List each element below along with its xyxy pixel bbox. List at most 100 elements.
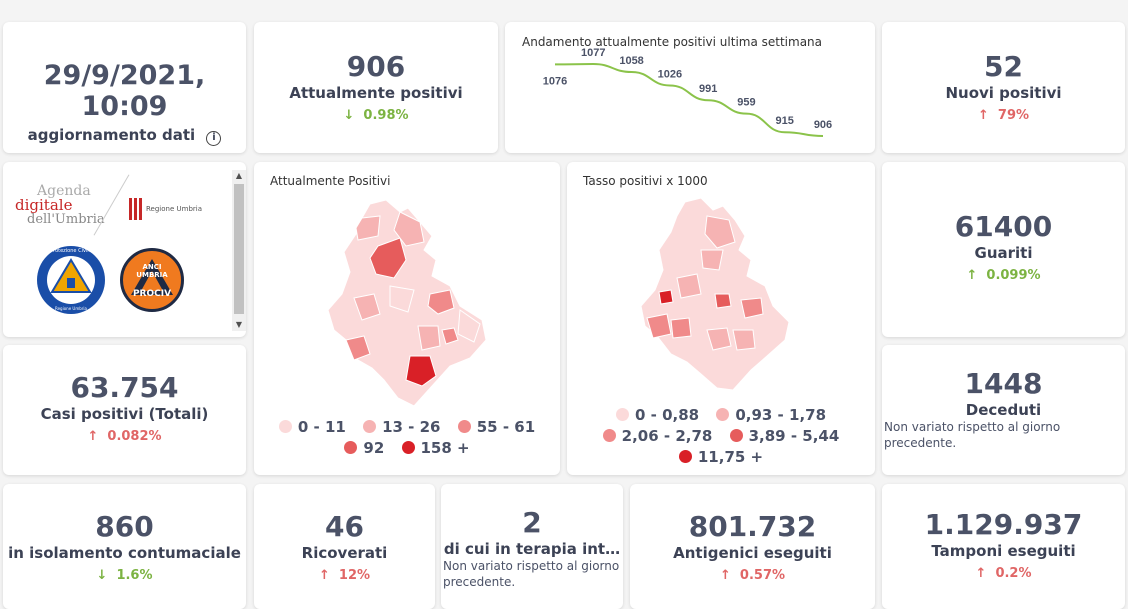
legend-item: 11,75 + [678, 448, 764, 466]
trend-data-label: 1076 [543, 75, 567, 87]
guariti-label: Guariti [974, 244, 1033, 262]
arrow-up-icon: ↑ [318, 568, 330, 583]
nuovi-value: 52 [984, 50, 1023, 83]
terapia-note: Non variato rispetto al giorno precedent… [443, 559, 620, 589]
map-tasso-title: Tasso positivi x 1000 [583, 174, 708, 188]
isolamento-card: 860 in isolamento contumaciale ↓ 1.6% [3, 484, 246, 609]
arrow-up-icon: ↑ [975, 566, 987, 581]
arrow-up-icon: ↑ [87, 429, 99, 444]
regione-logo-text: Regione Umbria [146, 205, 202, 213]
anci-emblem-icon [131, 259, 173, 295]
ricoverati-delta-value: 12% [338, 568, 371, 583]
update-card: 29/9/2021, 10:09 aggiornamento dati i [3, 22, 246, 153]
deceduti-note: Non variato rispetto al giorno precedent… [884, 420, 1061, 450]
guariti-delta-value: 0.099% [986, 268, 1041, 283]
legend-label: 92 [363, 439, 385, 457]
map-positivi-card: Attualmente Positivi 0 - 11 13 - 26 55 -… [254, 162, 560, 475]
antigenici-value: 801.732 [688, 510, 817, 543]
legend-label: 0 - 11 [297, 418, 346, 436]
isolamento-delta: ↓ 1.6% [3, 568, 246, 583]
attualmente-label: Attualmente positivi [289, 84, 463, 102]
anci-prociv-logo: ANCI UMBRIA PROCIV [120, 248, 184, 312]
isolamento-delta-value: 1.6% [116, 568, 153, 583]
legend-item: 2,06 - 2,78 [602, 427, 712, 445]
legend-swatch [615, 408, 629, 421]
anci-logo-text: ANCI UMBRIA [123, 263, 181, 279]
regione-emblem-icon [129, 198, 142, 220]
scroll-up-arrow-icon[interactable]: ▲ [235, 171, 243, 180]
attualmente-delta-value: 0.98% [363, 108, 409, 123]
update-datetime: 29/9/2021, 10:09 [43, 60, 206, 122]
update-label-row: aggiornamento dati i [3, 126, 246, 146]
attualmente-card: 906 Attualmente positivi ↓ 0.98% [254, 22, 498, 153]
casi-label: Casi positivi (Totali) [40, 405, 209, 423]
trend-data-label: 1026 [658, 68, 682, 80]
nuovi-delta-value: 79% [997, 108, 1030, 123]
trend-data-label: 1058 [619, 55, 643, 67]
casi-delta: ↑ 0.082% [3, 429, 246, 444]
map-positivi-title: Attualmente Positivi [270, 174, 391, 188]
ricoverati-delta: ↑ 12% [254, 568, 435, 583]
umbria-map-positivi[interactable] [254, 190, 560, 430]
legend-item: 0 - 0,88 [615, 406, 699, 424]
trend-data-label: 915 [776, 115, 794, 127]
casi-card: 63.754 Casi positivi (Totali) ↑ 0.082% [3, 345, 246, 475]
tamponi-delta: ↑ 0.2% [882, 566, 1125, 581]
nuovi-delta: ↑ 79% [882, 108, 1125, 123]
antigenici-delta: ↑ 0.57% [630, 568, 875, 583]
casi-delta-value: 0.082% [107, 429, 162, 444]
legend-label: 0,93 - 1,78 [735, 406, 827, 424]
info-icon[interactable]: i [206, 131, 222, 146]
legend-item: 0 - 11 [278, 418, 346, 436]
agenda-logo-line1: Agenda [37, 183, 91, 199]
map-positivi-legend: 0 - 11 13 - 26 55 - 61 92 158 + [254, 417, 560, 459]
casi-value: 63.754 [70, 371, 179, 404]
tamponi-delta-value: 0.2% [995, 566, 1032, 581]
legend-swatch [363, 420, 377, 433]
scroll-down-arrow-icon[interactable]: ▼ [235, 320, 243, 329]
trend-chart: 1076 1077 1058 1026 991 959 915 906 [543, 47, 832, 137]
guariti-delta: ↑ 0.099% [882, 268, 1125, 283]
legend-label: 11,75 + [697, 448, 764, 466]
legend-swatch [278, 420, 292, 433]
deceduti-value: 1448 [964, 367, 1043, 400]
protezione-civile-emblem-icon [47, 256, 95, 304]
legend-item: 3,89 - 5,44 [729, 427, 839, 445]
update-label: aggiornamento dati [27, 126, 196, 144]
tamponi-card: 1.129.937 Tamponi eseguiti ↑ 0.2% [882, 484, 1125, 609]
legend-item: 55 - 61 [457, 418, 536, 436]
trend-data-label: 906 [814, 119, 832, 131]
nuovi-card: 52 Nuovi positivi ↑ 79% [882, 22, 1125, 153]
terapia-label: di cui in terapia int… [443, 540, 621, 558]
trend-title: Andamento attualmente positivi ultima se… [522, 35, 823, 49]
logos-scrollbar[interactable]: ▲ ▼ [232, 170, 246, 331]
antigenici-card: 801.732 Antigenici eseguiti ↑ 0.57% [630, 484, 875, 609]
legend-swatch [716, 408, 730, 421]
protezione-logo-text: Protezione Civile [50, 248, 92, 254]
deceduti-label: Deceduti [965, 401, 1042, 419]
scroll-thumb[interactable] [234, 184, 244, 314]
nuovi-label: Nuovi positivi [945, 84, 1062, 102]
terapia-card: 2 di cui in terapia int… Non variato ris… [441, 484, 623, 609]
legend-item: 158 + [401, 439, 470, 457]
arrow-up-icon: ↑ [719, 568, 731, 583]
guariti-card: 61400 Guariti ↑ 0.099% [882, 162, 1125, 337]
tamponi-value: 1.129.937 [924, 508, 1083, 541]
agenda-logo: Agenda digitale dell'Umbria [15, 184, 115, 244]
agenda-logo-line2: digitale [15, 196, 73, 214]
protezione-civile-logo: Protezione Civile Regione Umbria [37, 246, 105, 314]
legend-swatch [602, 429, 616, 442]
trend-card: Andamento attualmente positivi ultima se… [505, 22, 875, 153]
legend-label: 55 - 61 [476, 418, 536, 436]
antigenici-label: Antigenici eseguiti [673, 544, 832, 562]
ricoverati-card: 46 Ricoverati ↑ 12% [254, 484, 435, 609]
trend-data-label: 991 [699, 83, 717, 95]
tamponi-label: Tamponi eseguiti [931, 542, 1076, 560]
trend-data-label: 959 [737, 97, 755, 109]
attualmente-delta: ↓ 0.98% [254, 108, 498, 123]
umbria-map-tasso[interactable] [567, 190, 875, 420]
map-tasso-legend: 0 - 0,88 0,93 - 1,78 2,06 - 2,78 3,89 - … [567, 405, 875, 468]
ricoverati-label: Ricoverati [301, 544, 388, 562]
logos-card: Agenda digitale dell'Umbria Regione Umbr… [3, 162, 246, 337]
legend-swatch [344, 441, 358, 454]
